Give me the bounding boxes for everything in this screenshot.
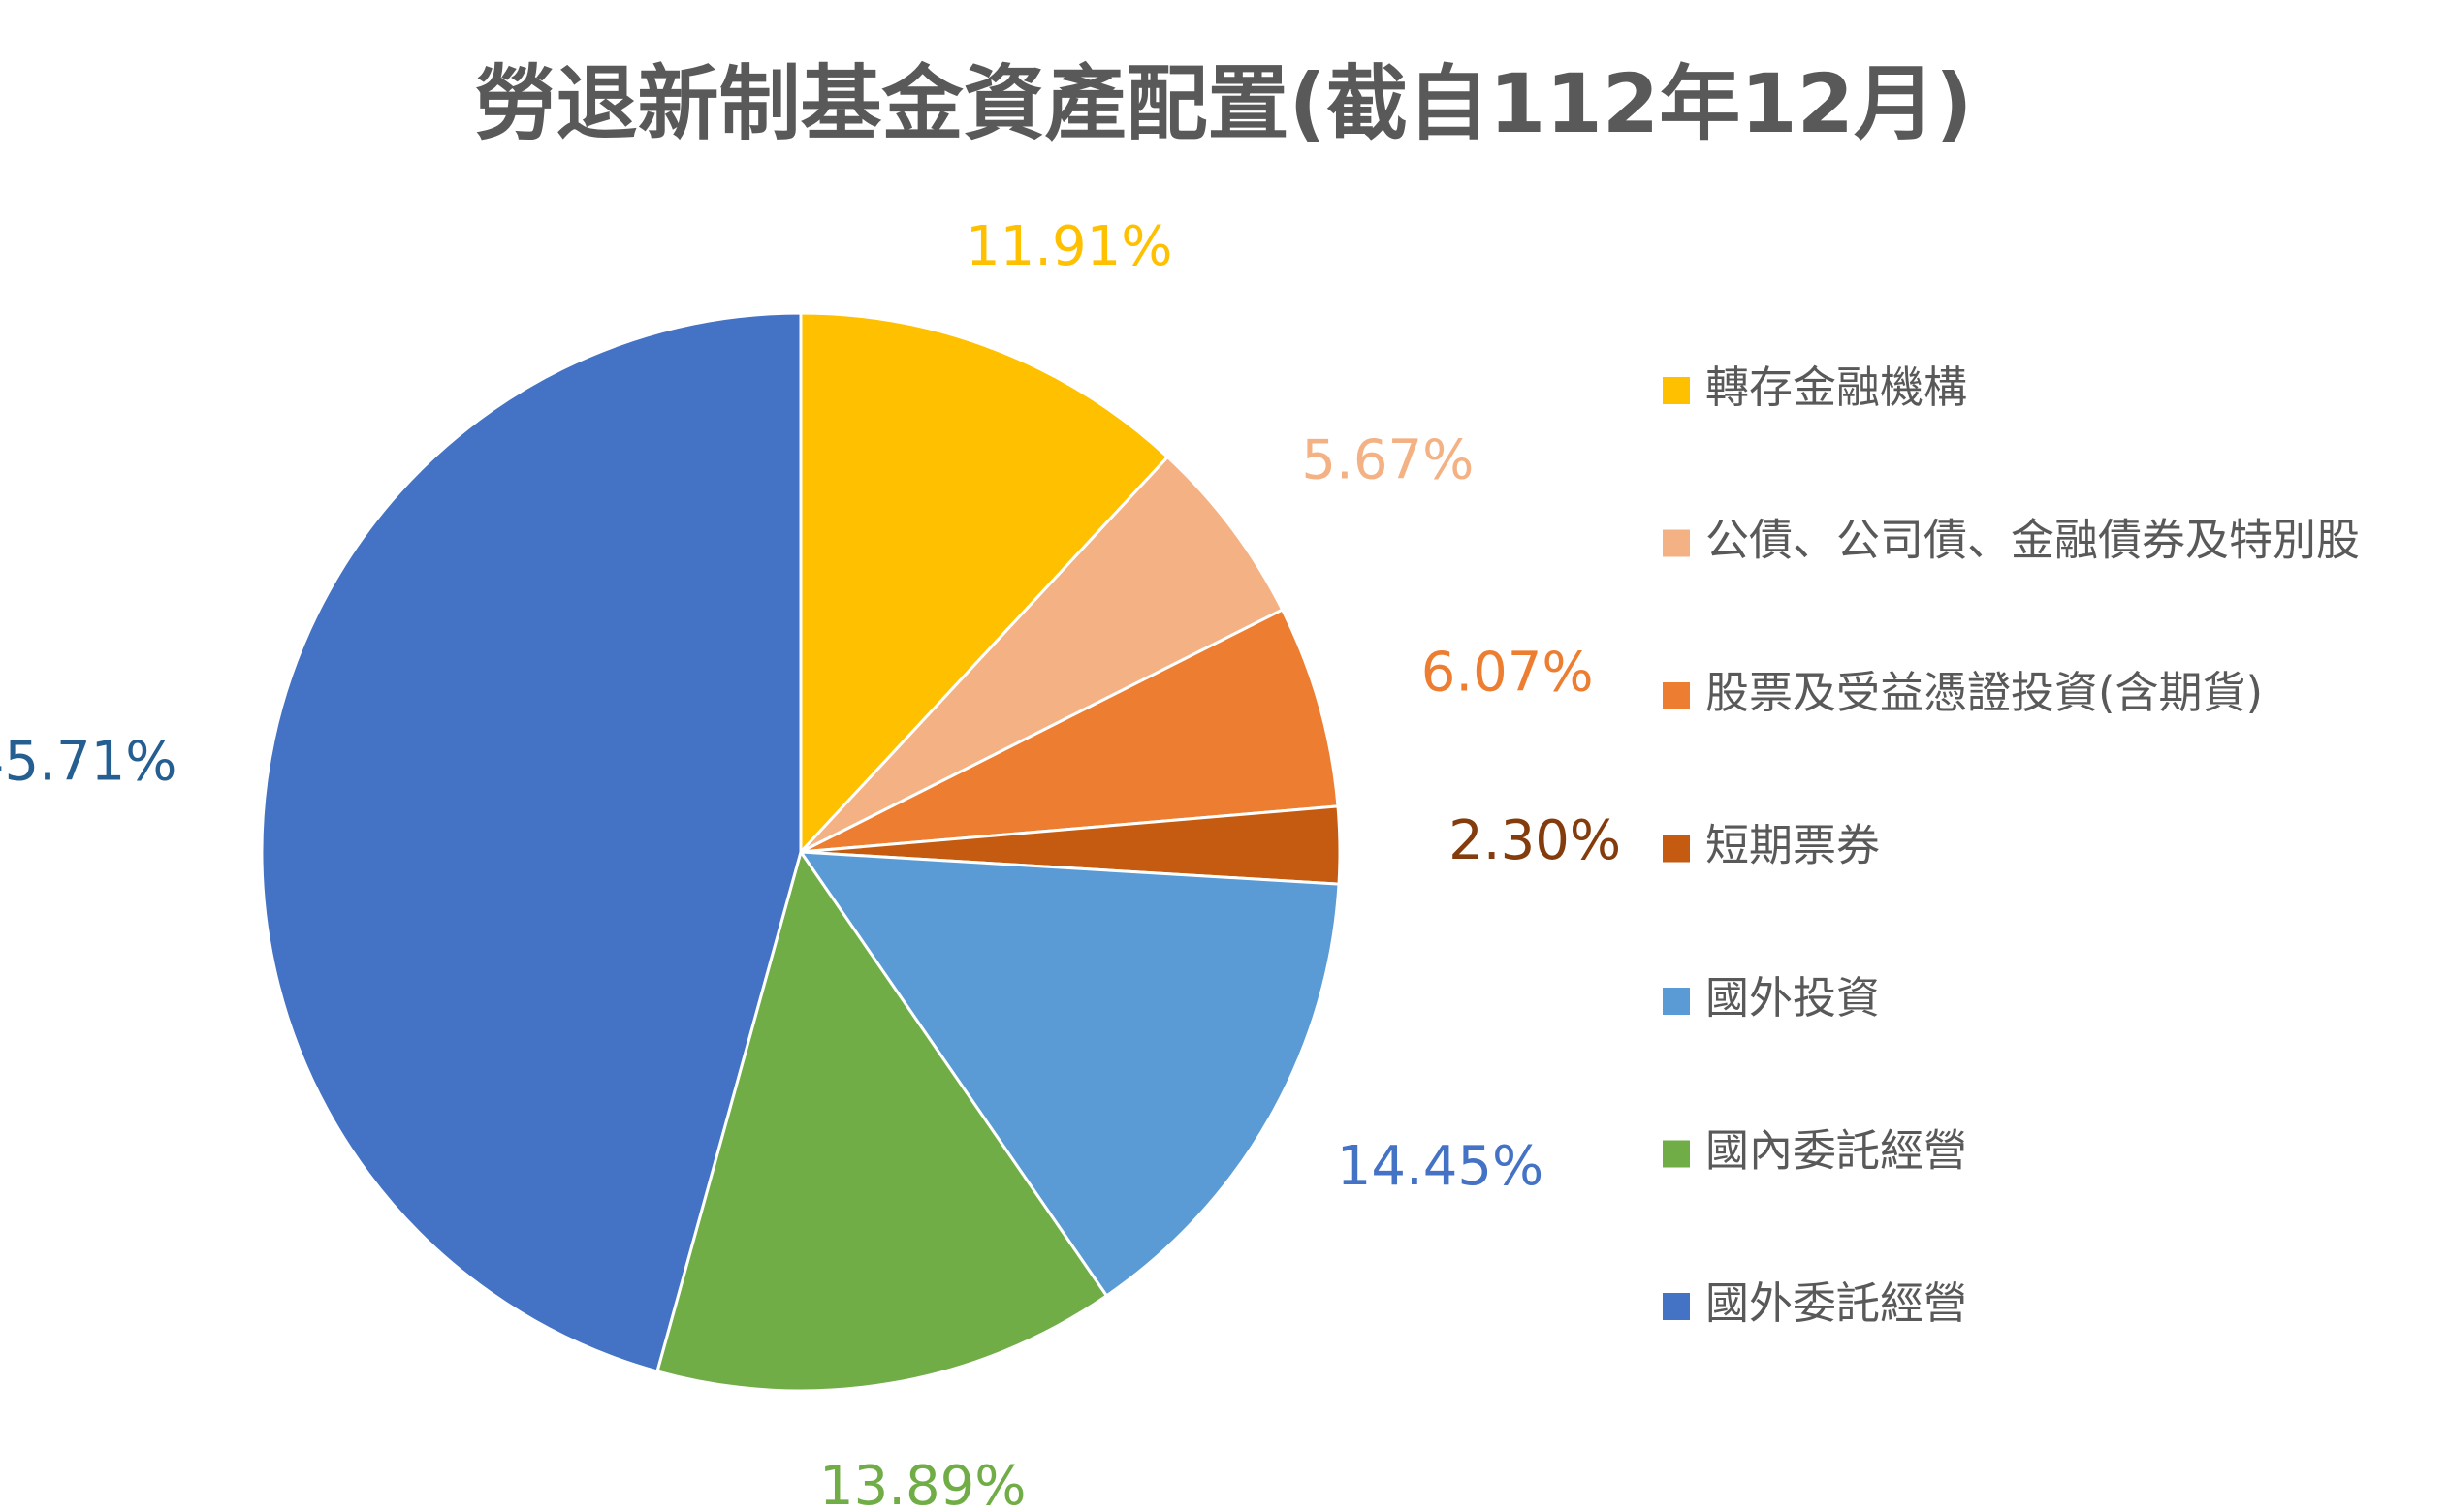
legend-swatch — [1663, 1140, 1690, 1168]
pie-slice — [798, 850, 1341, 1298]
pie-slice — [655, 848, 1109, 1393]
legend-label: 短期票券 — [1705, 820, 1880, 871]
legend-label: 公債、公司債、金融債券及特別股 — [1705, 515, 2360, 566]
legend-swatch — [1663, 529, 1690, 557]
data-label: 2.30% — [1448, 809, 1621, 872]
data-label: 14.45% — [1337, 1135, 1544, 1198]
pie-slice — [800, 608, 1340, 854]
legend-label: 國外投資 — [1705, 972, 1880, 1024]
legend-label: 國外委託經營 — [1705, 1277, 1967, 1329]
data-label: 45.71% — [0, 730, 176, 793]
data-label: 5.67% — [1301, 428, 1474, 491]
pie-slice — [260, 311, 803, 1373]
data-label: 6.07% — [1421, 642, 1594, 705]
legend-swatch — [1663, 1293, 1690, 1320]
pie-slice — [799, 311, 1170, 856]
legend-label: 股票及受益憑證投資(含期貨) — [1705, 667, 2263, 718]
legend-swatch — [1663, 377, 1690, 404]
legend-label: 轉存金融機構 — [1705, 362, 1967, 413]
data-label: 13.89% — [819, 1455, 1027, 1512]
legend-swatch — [1663, 988, 1690, 1015]
legend-label: 國內委託經營 — [1705, 1125, 1967, 1177]
legend-swatch — [1663, 682, 1690, 709]
pie-slice — [799, 455, 1285, 854]
legend-swatch — [1663, 835, 1690, 863]
data-label: 11.91% — [966, 215, 1173, 278]
chart-title: 勞退新制基金資產配置(截自112年12月) — [474, 56, 1972, 151]
